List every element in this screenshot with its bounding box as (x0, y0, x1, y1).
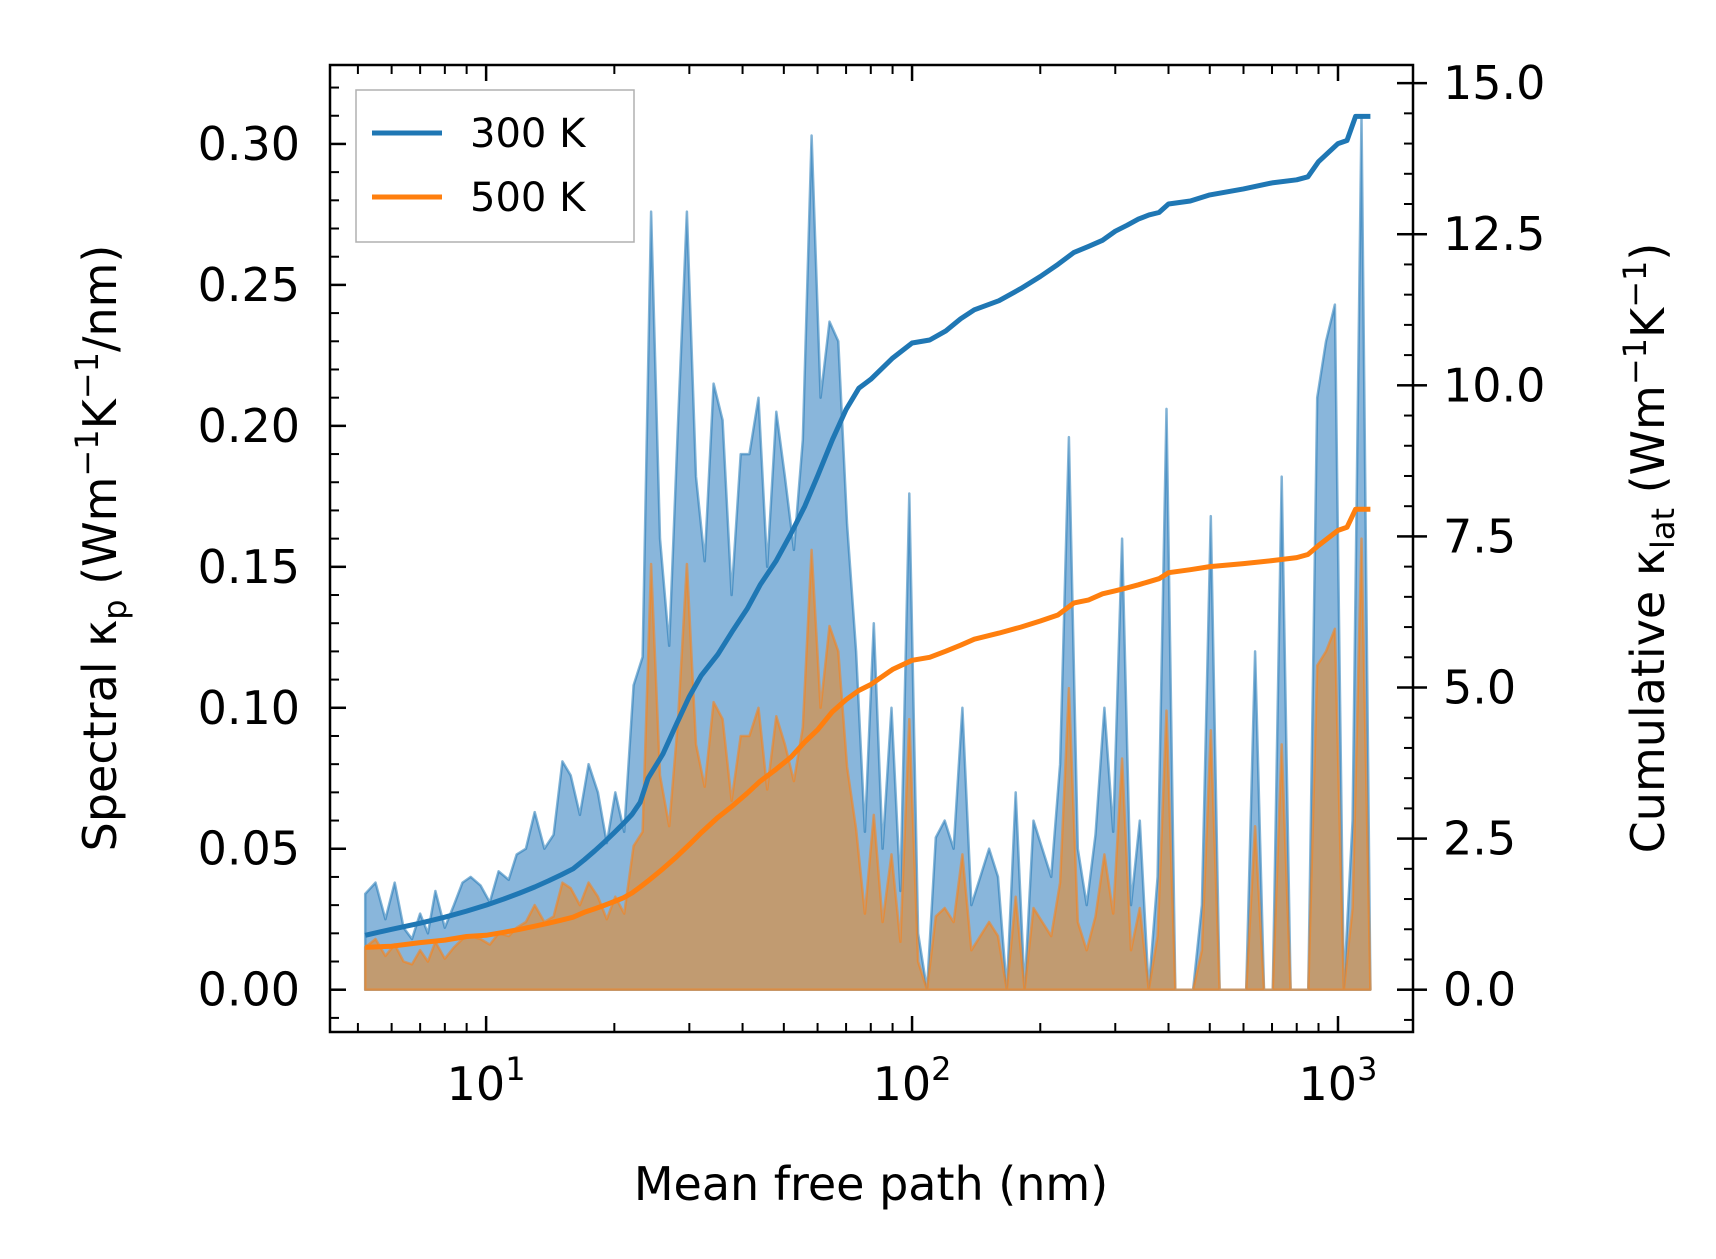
cumulative-lines (364, 113, 1371, 950)
y-left-tick-label: 0.10 (198, 681, 300, 735)
cumulative-line-300k (364, 113, 1371, 938)
spectral-area-500k (363, 537, 1372, 991)
spectral-fills (363, 114, 1372, 991)
spectral-area-300k (363, 114, 1372, 991)
legend-box (355, 89, 635, 243)
legend-label-500k: 500 K (470, 175, 587, 221)
x-tick-label: 102 (873, 1050, 952, 1111)
y-left-tick-label: 0.30 (198, 117, 300, 171)
y-axis-right-title: Cumulative κlat (Wm−1K−1) (1616, 243, 1682, 854)
y-left-tick-label: 0.15 (198, 540, 300, 594)
y-right-tick-label: 10.0 (1443, 358, 1545, 412)
x-tick-label: 101 (447, 1050, 526, 1111)
plot-frame (328, 63, 1415, 1034)
y-right-tick-label: 2.5 (1443, 812, 1516, 866)
y-right-tick-label: 5.0 (1443, 661, 1516, 715)
y-axis-left-title: Spectral κp (Wm−1K−1/nm) (68, 245, 134, 852)
y-left-tick-label: 0.00 (198, 963, 300, 1017)
axis-ticks (330, 65, 1427, 1032)
y-left-tick-label: 0.25 (198, 258, 300, 312)
y-right-tick-label: 0.0 (1443, 963, 1516, 1017)
y-right-tick-label: 15.0 (1443, 56, 1545, 110)
y-left-tick-label: 0.05 (198, 822, 300, 876)
x-tick-label: 103 (1299, 1050, 1378, 1111)
cumulative-line-500k (365, 506, 1371, 950)
legend: 300 K 500 K (355, 89, 635, 243)
y-left-tick-label: 0.20 (198, 399, 300, 453)
legend-label-300k: 300 K (470, 111, 587, 157)
x-axis-title: Mean free path (nm) (634, 1157, 1108, 1211)
y-right-tick-label: 12.5 (1443, 207, 1545, 261)
y-right-tick-label: 7.5 (1443, 509, 1516, 563)
